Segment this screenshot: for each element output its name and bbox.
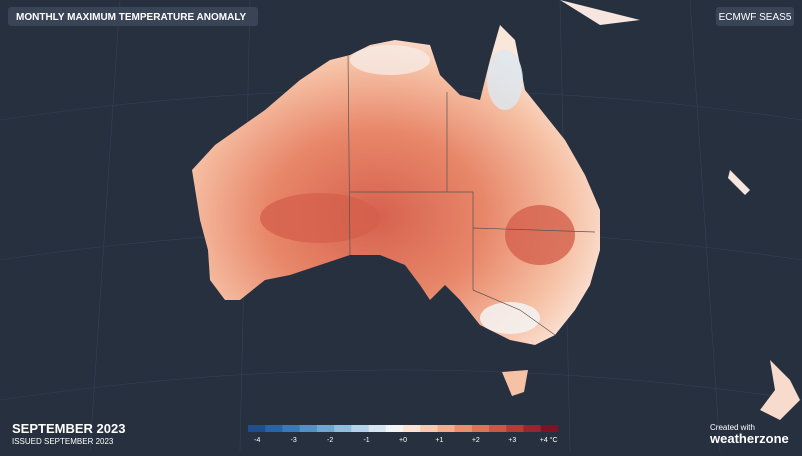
legend-swatch [282, 425, 300, 432]
anomaly-hotspot [260, 193, 380, 243]
new-guinea [560, 0, 640, 25]
legend-label: -4 [254, 437, 260, 444]
legend-swatch [299, 425, 318, 432]
anomaly-hotspot [505, 205, 575, 265]
state-borders [347, 54, 596, 336]
legend: -4 -3 -2 -1 +0 +1 +2 +3 +4 °C [248, 425, 559, 444]
legend-swatch [334, 425, 352, 432]
legend-swatch [420, 425, 438, 432]
legend-swatch [248, 425, 266, 432]
period: SEPTEMBER 2023 [12, 421, 125, 436]
anomaly-cool [487, 50, 523, 110]
legend-label: +3 [508, 437, 516, 444]
legend-label: +2 [472, 437, 480, 444]
legend-label: +4 °C [540, 436, 558, 444]
legend-swatch [506, 425, 524, 432]
legend-label: -3 [291, 437, 297, 444]
tasmania [502, 370, 528, 396]
new-zealand [760, 360, 800, 420]
credit: Created with [710, 423, 755, 432]
legend-swatch [265, 425, 283, 432]
issued: ISSUED SEPTEMBER 2023 [12, 437, 114, 446]
anomaly-cool [480, 302, 540, 334]
legend-swatch [540, 425, 559, 432]
legend-swatch [351, 425, 369, 432]
legend-label: -1 [363, 437, 369, 444]
legend-label: -2 [327, 437, 333, 444]
legend-swatch [368, 425, 387, 432]
anomaly-neutral [350, 45, 430, 75]
legend-swatch [523, 425, 542, 432]
island [728, 170, 750, 195]
model-box [716, 7, 794, 26]
map-title: MONTHLY MAXIMUM TEMPERATURE ANOMALY [16, 12, 247, 23]
legend-label: +0 [399, 437, 407, 444]
title-box [8, 7, 258, 26]
legend-swatch [316, 425, 335, 432]
legend-swatch [471, 425, 490, 432]
legend-label: +1 [435, 437, 443, 444]
brand: weatherzone [709, 431, 789, 446]
legend-swatch [385, 425, 404, 432]
legend-swatch [489, 425, 507, 432]
legend-swatch [454, 425, 473, 432]
legend-swatch [437, 425, 455, 432]
model-label: ECMWF SEAS5 [719, 12, 792, 23]
legend-swatch [403, 425, 421, 432]
